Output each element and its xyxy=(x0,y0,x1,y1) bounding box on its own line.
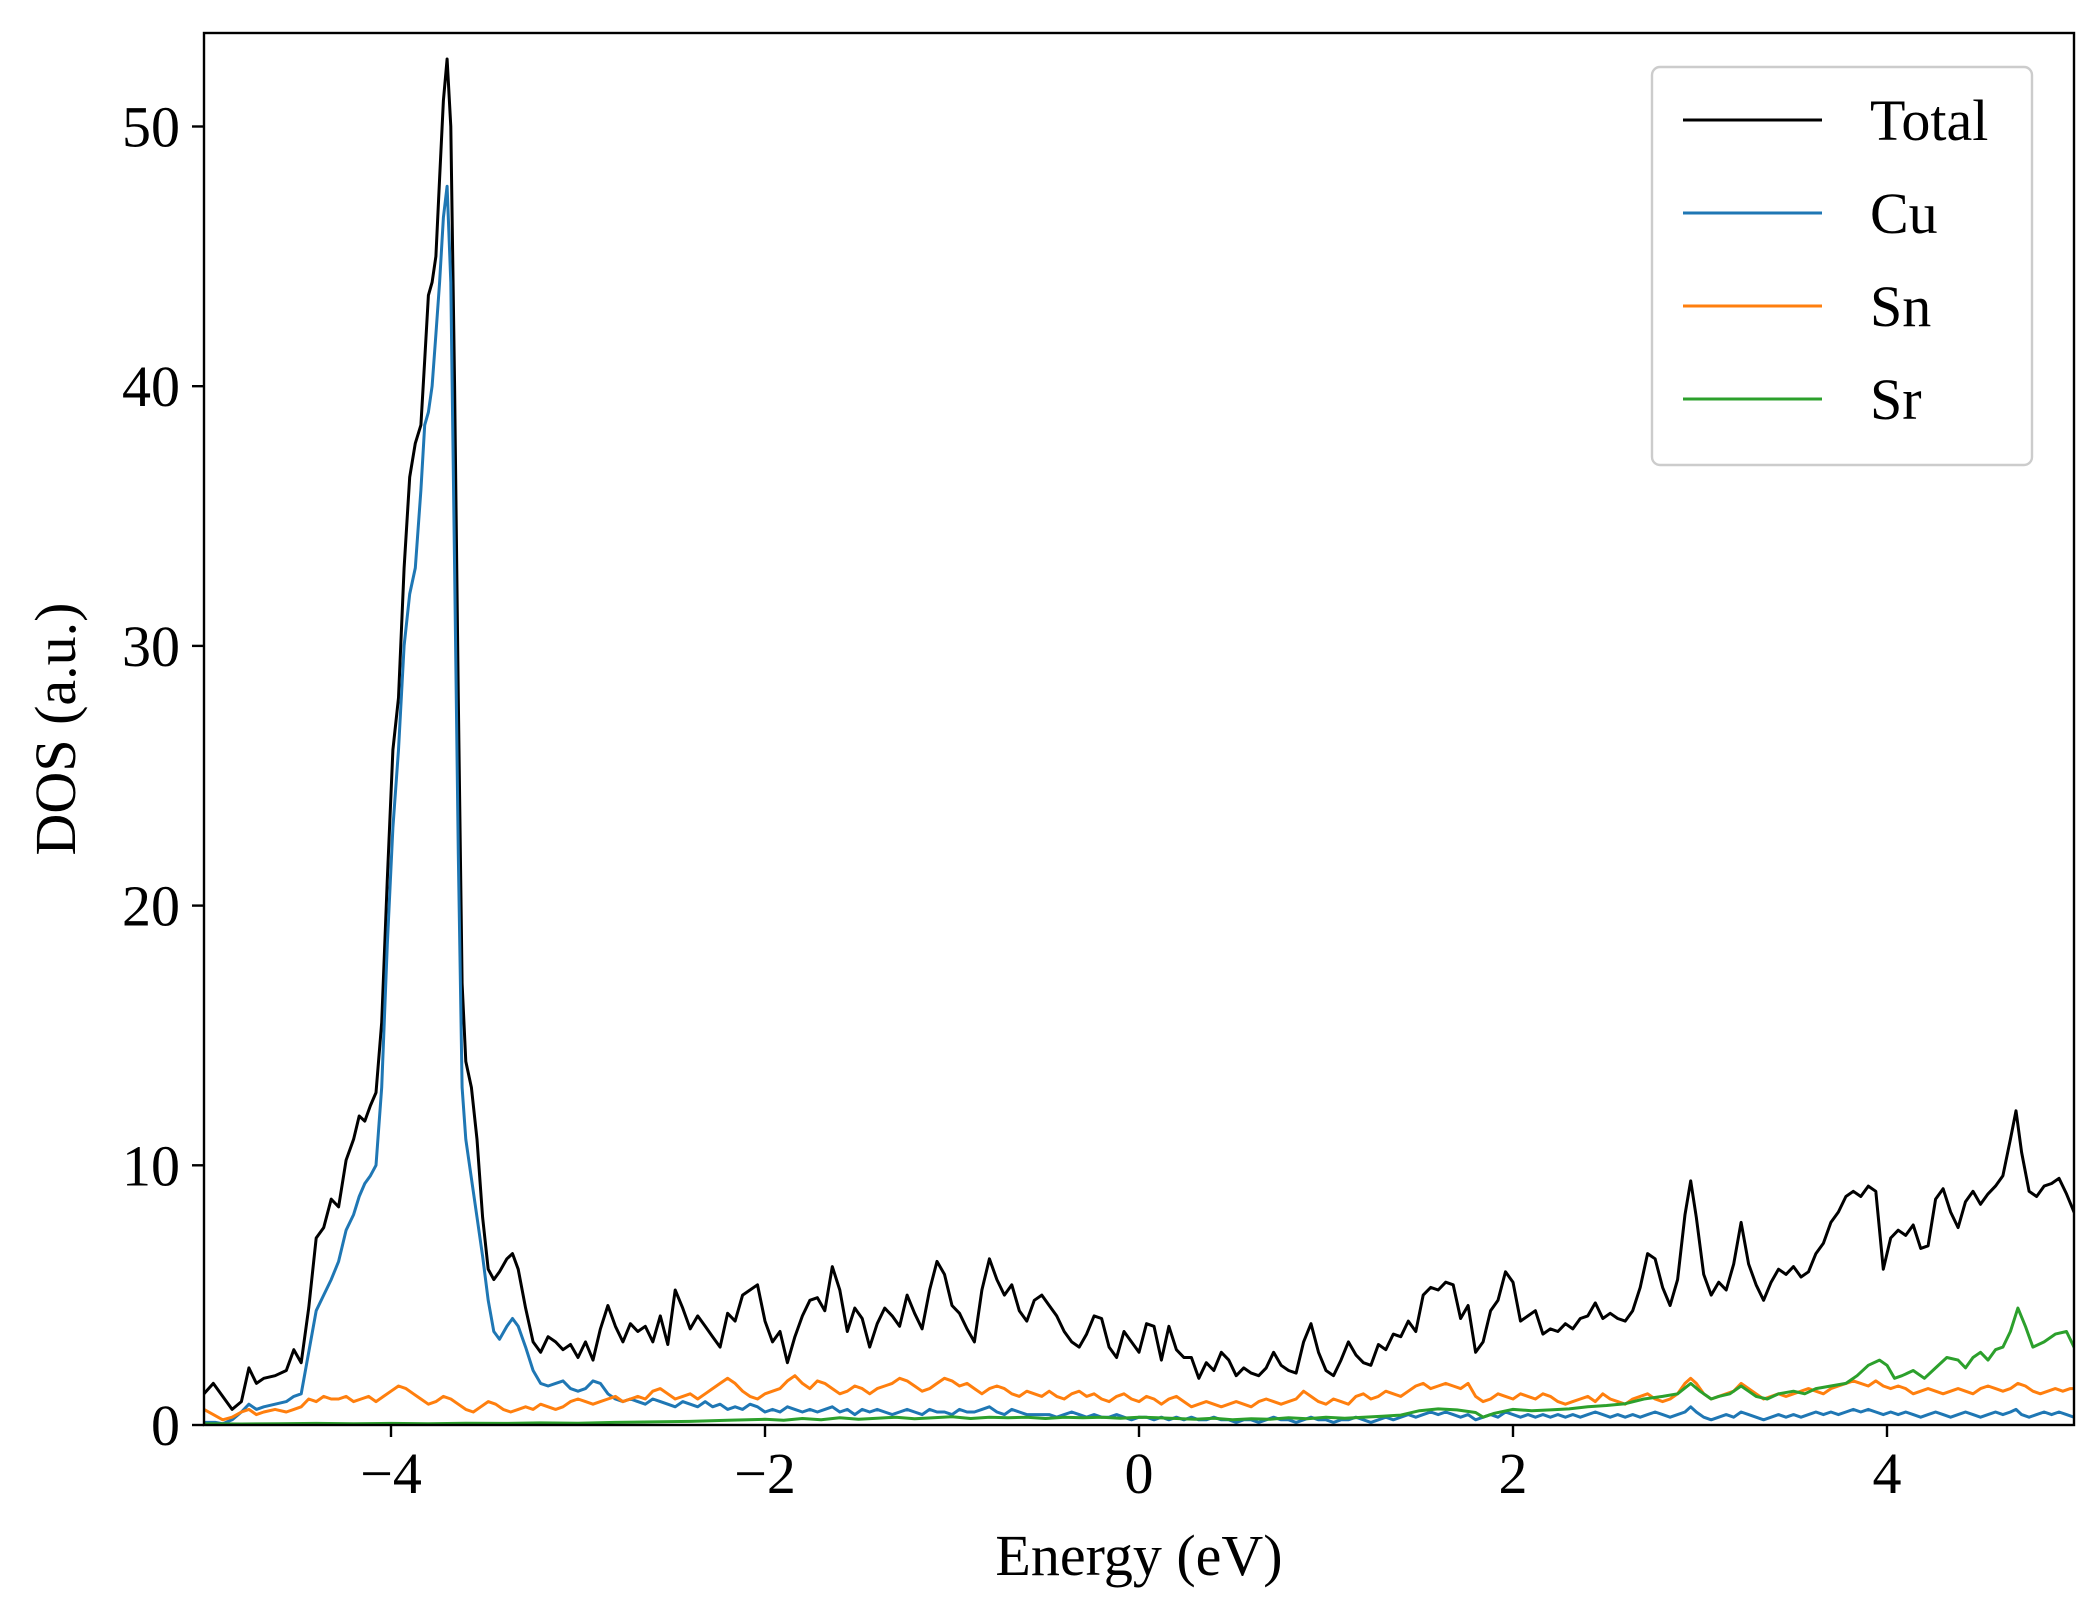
legend-label-total: Total xyxy=(1870,88,1988,153)
legend-label-sr: Sr xyxy=(1870,367,1922,432)
x-tick-label: −4 xyxy=(360,1441,422,1506)
x-axis: −4 −2 0 2 4 xyxy=(360,1425,1902,1506)
series-layer xyxy=(204,57,2074,1425)
y-tick-label: 50 xyxy=(122,94,180,159)
y-tick-label: 0 xyxy=(151,1393,180,1458)
x-axis-label: Energy (eV) xyxy=(995,1523,1282,1588)
y-tick-label: 20 xyxy=(122,874,180,939)
y-axis: 0 10 20 30 40 50 xyxy=(122,94,204,1458)
y-tick-label: 10 xyxy=(122,1133,180,1198)
y-tick-label: 30 xyxy=(122,614,180,679)
series-line-total xyxy=(204,57,2074,1411)
x-tick-label: 4 xyxy=(1873,1441,1902,1506)
y-tick-label: 40 xyxy=(122,354,180,419)
legend-box xyxy=(1650,65,2034,467)
legend-label-sn: Sn xyxy=(1870,274,1931,339)
y-axis-label: DOS (a.u.) xyxy=(23,603,88,856)
x-tick-label: −2 xyxy=(734,1441,796,1506)
legend-label-cu: Cu xyxy=(1870,181,1938,246)
legend: Total Cu Sn Sr xyxy=(1650,65,2034,467)
x-tick-label: 2 xyxy=(1499,1441,1528,1506)
x-tick-label: 0 xyxy=(1125,1441,1154,1506)
series-line-sr xyxy=(204,1306,2074,1425)
